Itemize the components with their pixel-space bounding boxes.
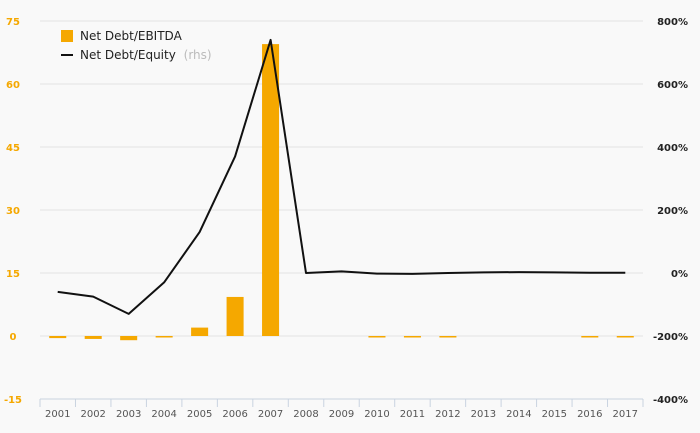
x-tick-label: 2002 xyxy=(80,409,105,420)
legend: Net Debt/EBITDA Net Debt/Equity (rhs) xyxy=(61,29,212,62)
bar xyxy=(226,296,244,336)
x-tick-label: 2004 xyxy=(151,409,176,420)
y-right-tick-label: 400% xyxy=(657,143,688,154)
y-left-tick-label: 60 xyxy=(6,80,20,91)
y-right-tick-label: 0% xyxy=(671,269,688,280)
x-tick-label: 2011 xyxy=(400,409,425,420)
bar xyxy=(84,336,102,339)
legend-label-bar: Net Debt/EBITDA xyxy=(80,29,183,43)
y-right-tick-label: -200% xyxy=(653,332,688,343)
bar xyxy=(262,44,280,336)
x-tick-label: 2007 xyxy=(258,409,283,420)
bar xyxy=(49,336,67,339)
x-tick-label: 2014 xyxy=(506,409,531,420)
legend-swatch-bar xyxy=(61,30,73,42)
line-path xyxy=(57,38,626,315)
x-tick-label: 2013 xyxy=(471,409,496,420)
bar xyxy=(439,336,457,338)
x-tick-label: 2005 xyxy=(187,409,212,420)
x-tick-label: 2006 xyxy=(222,409,247,420)
y-left-tick-label: 30 xyxy=(6,206,20,217)
y-left-tick-label: 0 xyxy=(10,332,17,343)
legend-rhs-hint: (rhs) xyxy=(184,48,212,62)
gridlines xyxy=(40,20,643,400)
svg-text:Net Debt/Equity (rhs): Net Debt/Equity (rhs) xyxy=(80,48,212,62)
y-right-tick-label: -400% xyxy=(653,395,688,406)
x-tick-label: 2003 xyxy=(116,409,141,420)
y-left-tick-label: -15 xyxy=(4,395,22,406)
axes: -15 0 15 30 45 60 75 -400% -200% 0% 200% 400% 600% 80… xyxy=(4,17,688,420)
x-tick-label: 2001 xyxy=(45,409,70,420)
y-right-tick-label: 800% xyxy=(657,17,688,28)
y-left-tick-label: 45 xyxy=(6,143,20,154)
y-left-tick-label: 15 xyxy=(6,269,20,280)
x-tick-label: 2016 xyxy=(577,409,602,420)
bar xyxy=(403,336,421,338)
x-tick-label: 2015 xyxy=(542,409,567,420)
legend-label-line: Net Debt/Equity xyxy=(80,48,176,62)
bar xyxy=(155,336,173,338)
x-tick-label: 2012 xyxy=(435,409,460,420)
bar xyxy=(616,336,634,338)
y-left-tick-label: 75 xyxy=(6,17,20,28)
y-right-tick-label: 600% xyxy=(657,80,688,91)
y-right-tick-label: 200% xyxy=(657,206,688,217)
x-tick-label: 2010 xyxy=(364,409,389,420)
bar xyxy=(581,336,599,338)
bar-series xyxy=(49,44,634,341)
x-tick-label: 2017 xyxy=(613,409,638,420)
bar xyxy=(120,336,138,341)
line-series xyxy=(57,38,626,315)
x-tick-label: 2009 xyxy=(329,409,354,420)
x-tick-label: 2008 xyxy=(293,409,318,420)
bar xyxy=(368,336,386,338)
bar xyxy=(191,327,209,336)
